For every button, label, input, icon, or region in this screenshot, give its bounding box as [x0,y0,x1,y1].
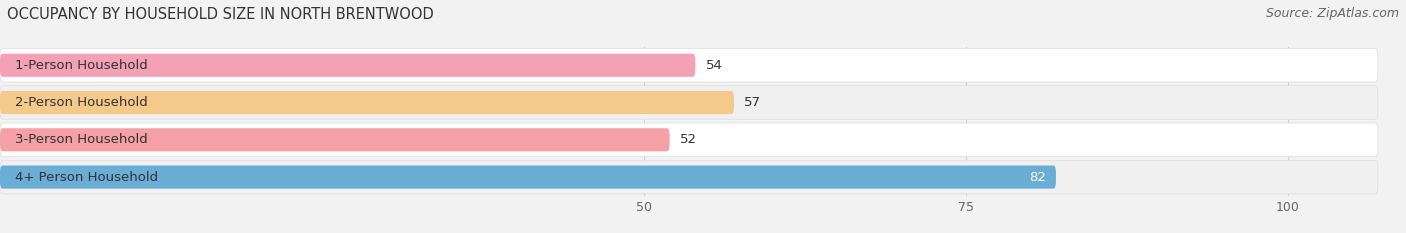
FancyBboxPatch shape [0,128,669,151]
FancyBboxPatch shape [0,165,1056,189]
FancyBboxPatch shape [0,160,1378,194]
FancyBboxPatch shape [0,123,1378,157]
Text: 52: 52 [681,133,697,146]
Text: 54: 54 [706,59,723,72]
Text: 82: 82 [1029,171,1046,184]
FancyBboxPatch shape [0,86,1378,119]
FancyBboxPatch shape [0,91,734,114]
Text: Source: ZipAtlas.com: Source: ZipAtlas.com [1265,7,1399,20]
Text: 57: 57 [744,96,761,109]
Text: 1-Person Household: 1-Person Household [15,59,148,72]
Text: 2-Person Household: 2-Person Household [15,96,148,109]
Text: OCCUPANCY BY HOUSEHOLD SIZE IN NORTH BRENTWOOD: OCCUPANCY BY HOUSEHOLD SIZE IN NORTH BRE… [7,7,434,22]
Text: 4+ Person Household: 4+ Person Household [15,171,159,184]
FancyBboxPatch shape [0,54,696,77]
FancyBboxPatch shape [0,48,1378,82]
Text: 3-Person Household: 3-Person Household [15,133,148,146]
